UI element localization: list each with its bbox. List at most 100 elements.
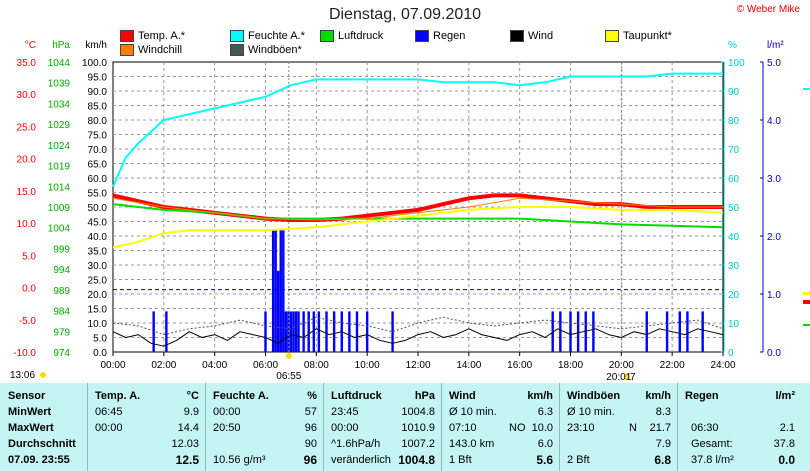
- temp-tick-label: 25.0: [17, 122, 37, 133]
- wind-tick-label: 90.0: [88, 87, 108, 98]
- x-tick-label: 08:00: [304, 360, 329, 371]
- pressure-current-value: 1004.8: [398, 453, 435, 467]
- humidity-min-time: 00:00: [213, 406, 241, 418]
- pressure-tendency: veränderlich: [331, 454, 391, 466]
- wind-tick-label: 60.0: [88, 174, 108, 185]
- legend-swatch: [120, 44, 134, 56]
- rain-bar: [391, 311, 394, 352]
- rain-bar: [292, 311, 295, 352]
- sensor-column: Sensor MinWert MaxWert Durchschnitt 07.0…: [8, 383, 88, 471]
- temp-tick-label: 10.0: [17, 219, 37, 230]
- pressure-unit-label: hPa: [52, 40, 70, 51]
- sunset-label: 20:01: [606, 372, 631, 380]
- legend-label: Feuchte A.*: [248, 30, 305, 42]
- wind-tick-label: 100.0: [82, 58, 107, 69]
- rain-bar: [279, 230, 282, 352]
- wind-tick-label: 65.0: [88, 160, 108, 171]
- wind-tick-label: 75.0: [88, 131, 108, 142]
- temp-min-value: 9.9: [183, 406, 199, 418]
- rain-bar: [348, 311, 351, 352]
- wind-tick-label: 85.0: [88, 102, 108, 113]
- rain-bar: [264, 311, 267, 352]
- rain-bar: [701, 311, 704, 352]
- rain-bar: [307, 311, 310, 352]
- wind-tick-label: 50.0: [88, 203, 108, 214]
- row-label-avg: Durchschnitt: [8, 438, 76, 450]
- pressure-header: Luftdruck: [331, 390, 382, 402]
- wind-avg10-label: Ø 10 min.: [449, 406, 497, 418]
- rain-tick-label: 3.0: [767, 174, 781, 185]
- temp-tick-label: 30.0: [17, 90, 37, 101]
- temp-min-time: 06:45: [95, 406, 123, 418]
- series-line-windchill: [112, 197, 723, 221]
- legend-swatch: [120, 30, 134, 42]
- temp-unit: °C: [186, 390, 199, 402]
- rain-bar: [584, 311, 587, 352]
- gusts-avg-value: 7.9: [655, 438, 671, 450]
- temp-max-value: 14.4: [177, 422, 199, 434]
- gusts-max-value: 21.7: [649, 422, 671, 434]
- pressure-tick-label: 979: [53, 327, 70, 338]
- wind-max-time: 07:10: [449, 422, 477, 434]
- legend-label: Luftdruck: [338, 30, 384, 42]
- rain-bar: [645, 311, 648, 352]
- legend-item: Windböen*: [230, 44, 302, 56]
- x-tick-label: 20:00: [609, 360, 634, 371]
- rain-bar: [325, 311, 328, 352]
- humidity-tick-label: 30: [728, 261, 740, 272]
- rain-unit: l/m²: [775, 390, 795, 402]
- pressure-tick-label: 1044: [48, 58, 71, 69]
- rain-tick-label: 0.0: [767, 348, 781, 359]
- rain-bar: [302, 311, 305, 352]
- temp-tick-label: 5.0: [22, 251, 36, 262]
- pressure-unit: hPa: [414, 390, 435, 402]
- legend-swatch: [605, 30, 619, 42]
- wind-tick-label: 25.0: [88, 276, 108, 287]
- edge-marker-humidity: [803, 88, 810, 90]
- rain-bar: [559, 311, 562, 352]
- humidity-tick-label: 100: [728, 58, 745, 69]
- humidity-min-value: 57: [304, 406, 317, 418]
- humidity-tick-label: 20: [728, 290, 740, 301]
- wind-tick-label: 35.0: [88, 247, 108, 258]
- rain-bar: [289, 311, 293, 352]
- x-tick-label: 00:00: [100, 360, 125, 371]
- pressure-max-time: 00:00: [331, 422, 359, 434]
- rain-bar: [282, 230, 285, 352]
- humidity-tick-label: 50: [728, 203, 740, 214]
- humidity-current-value: 96: [303, 453, 317, 467]
- rain-bar: [271, 230, 275, 352]
- pressure-min-value: 1004.8: [401, 406, 435, 418]
- humidity-header: Feuchte A.: [213, 390, 269, 402]
- pressure-tick-label: 1014: [48, 182, 71, 193]
- temp-current-value: 12.5: [175, 453, 199, 467]
- pressure-avg-value: 1007.2: [401, 438, 435, 450]
- legend-label: Windböen*: [248, 44, 302, 56]
- pressure-tick-label: 1039: [48, 79, 71, 90]
- wind-column: Wind km/h Ø 10 min. 6.3 07:10 NO 10.0 143.0 …: [449, 383, 555, 471]
- gusts-column: Windböen km/h Ø 10 min. 8.3 23:10 N 21.7 7.9…: [567, 383, 673, 471]
- legend-item: Windchill: [120, 44, 182, 56]
- rain-bar: [152, 311, 155, 352]
- rain-bar: [277, 270, 280, 352]
- humidity-column: Feuchte A.% 00:00 57 20:50 96 90 10.56 g/m…: [213, 383, 319, 471]
- rain-bar: [576, 311, 580, 352]
- wind-tick-label: 70.0: [88, 145, 108, 156]
- x-tick-label: 04:00: [202, 360, 227, 371]
- legend-item: Temp. A.*: [120, 30, 185, 42]
- rain-total-label: Gesamt:: [691, 438, 733, 450]
- temp-tick-label: -5.0: [19, 316, 37, 327]
- wind-unit-label: km/h: [85, 40, 107, 51]
- wind-distance: 143.0 km: [449, 438, 495, 450]
- x-tick-label: 24:00: [710, 360, 735, 371]
- rain-bar: [569, 311, 572, 352]
- legend-label: Regen: [433, 30, 466, 42]
- temp-header: Temp. A.: [95, 390, 141, 402]
- gusts-max-time: 23:10: [567, 422, 595, 434]
- humidity-tick-label: 70: [728, 145, 740, 156]
- legend-label: Taupunkt*: [623, 30, 672, 42]
- pressure-tick-label: 1019: [48, 162, 71, 173]
- pressure-tick-label: 974: [53, 348, 70, 359]
- rain-tick-label: 4.0: [767, 116, 781, 127]
- rain-max-value: 2.1: [779, 422, 795, 434]
